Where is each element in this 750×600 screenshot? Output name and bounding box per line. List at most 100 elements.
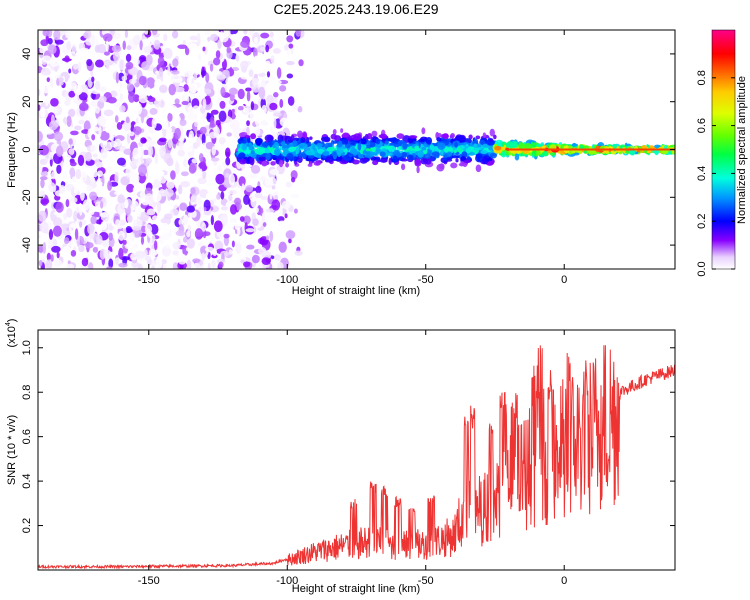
heatmap-cell: [54, 195, 61, 201]
heatmap-cell: [143, 249, 148, 257]
heatmap-cell: [269, 169, 280, 176]
heatmap-cell: [279, 85, 287, 92]
heatmap-cell: [104, 124, 112, 133]
heatmap-cell: [316, 143, 323, 148]
heatmap-cell: [279, 98, 284, 109]
heatmap-cell: [295, 146, 300, 155]
heatmap-cell: [215, 194, 220, 200]
heatmap-cell: [141, 38, 151, 47]
heatmap-cell: [261, 104, 267, 115]
heatmap-cell: [96, 115, 107, 127]
heatmap-cell: [50, 254, 54, 262]
spectrogram-x-label: Height of straight line (km): [292, 285, 420, 297]
heatmap-cell: [43, 138, 52, 144]
heatmap-cell: [66, 40, 71, 50]
heatmap-cell: [213, 57, 221, 66]
heatmap-cell: [115, 71, 119, 84]
heatmap-cell: [141, 225, 147, 233]
heatmap-cell: [89, 144, 97, 152]
heatmap-cell: [225, 77, 234, 87]
heatmap-cell: [258, 86, 266, 99]
heatmap-cell: [109, 134, 114, 142]
heatmap-cell: [262, 222, 267, 227]
heatmap-cell: [231, 40, 235, 46]
heatmap-cell: [38, 237, 43, 247]
heatmap-cell: [183, 159, 188, 168]
heatmap-cell: [38, 245, 44, 253]
heatmap-cell: [90, 100, 100, 107]
heatmap-cell: [425, 136, 433, 145]
heatmap-cell: [243, 30, 248, 35]
heatmap-cell: [113, 102, 121, 107]
spectrogram-y-label: Frequency (Hz): [6, 112, 18, 188]
heatmap-cell: [198, 153, 204, 162]
heatmap-cell: [251, 254, 260, 264]
heatmap-cell: [126, 82, 134, 92]
heatmap-cell: [431, 151, 440, 158]
heatmap-cell: [55, 201, 64, 213]
heatmap-cell: [151, 235, 156, 244]
heatmap-cell: [400, 163, 406, 171]
heatmap-cell: [252, 218, 259, 227]
heatmap-cell: [128, 78, 137, 84]
heatmap-cell: [332, 129, 337, 135]
heatmap-cell: [184, 45, 190, 56]
heatmap-cell: [229, 204, 238, 215]
heatmap-cell: [450, 162, 458, 169]
y-tick-label: 0.2: [21, 518, 33, 533]
heatmap-cell: [270, 55, 275, 63]
colorbar-ticks: 0.0 0.2 0.4 0.6 0.8: [696, 70, 735, 277]
heatmap-cell: [444, 146, 450, 153]
heatmap-cell: [436, 142, 446, 150]
y-tick-label: 0.6: [21, 429, 33, 444]
colorbar-gradient: [711, 29, 736, 270]
heatmap-cell: [278, 160, 284, 168]
heatmap-cell: [69, 167, 76, 180]
heatmap-cell: [58, 77, 64, 83]
heatmap-cell: [50, 114, 55, 125]
heatmap-cell: [157, 56, 165, 67]
x-tick-label: -100: [276, 575, 298, 587]
x-tick-label: -50: [418, 274, 434, 286]
heatmap-cell: [68, 90, 76, 98]
heatmap-cell: [99, 209, 103, 216]
heatmap-cell: [166, 157, 174, 167]
heatmap-cell: [49, 57, 60, 67]
heatmap-cell: [180, 181, 190, 188]
heatmap-cell: [481, 156, 489, 165]
heatmap-cell: [240, 74, 251, 80]
heatmap-cell: [246, 91, 251, 102]
heatmap-cell: [90, 215, 97, 225]
heatmap-cell: [65, 199, 70, 208]
heatmap-cell: [258, 156, 267, 161]
heatmap-cell: [194, 121, 198, 128]
heatmap-cell: [42, 67, 46, 72]
heatmap-cell: [158, 67, 164, 77]
heatmap-cell: [340, 128, 344, 133]
heatmap-cell: [39, 190, 46, 199]
heatmap-cell: [181, 100, 189, 106]
heatmap-cell: [475, 135, 481, 140]
heatmap-cell: [225, 157, 231, 166]
heatmap-cell: [62, 191, 69, 197]
heatmap-cell: [276, 67, 282, 79]
heatmap-cell: [451, 155, 460, 159]
heatmap-cell: [139, 40, 143, 51]
heatmap-cell: [119, 105, 126, 113]
heatmap-cell: [272, 191, 279, 201]
heatmap-cell: [145, 157, 153, 164]
heatmap-cell: [211, 259, 216, 268]
heatmap-cell: [69, 197, 78, 204]
heatmap-cell: [465, 147, 471, 154]
heatmap-cell: [129, 232, 135, 242]
snr-panel: -150 -100 -50 0 0.2 0.4 0.6 0.8 1.0 Height of s…: [5, 319, 676, 595]
heatmap-cell: [249, 111, 254, 121]
heatmap-cell: [213, 220, 223, 233]
heatmap-cell: [268, 140, 273, 148]
heatmap-cell: [162, 108, 166, 114]
heatmap-cell: [261, 160, 268, 167]
heatmap-cell: [246, 244, 255, 250]
heatmap-cell: [111, 45, 122, 53]
heatmap-cell: [48, 182, 56, 193]
heatmap-cell: [74, 228, 79, 240]
